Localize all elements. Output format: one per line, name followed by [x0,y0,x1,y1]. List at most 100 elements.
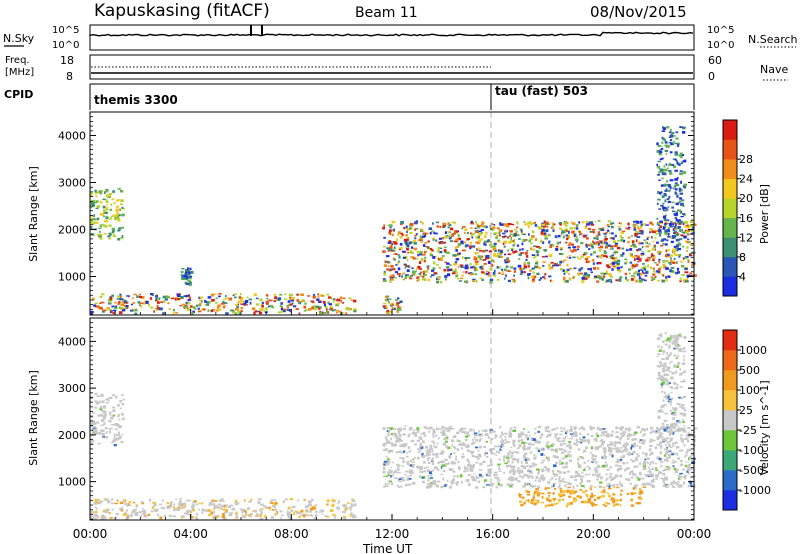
scatter-cell-2 [412,461,415,463]
scatter-cell-2 [633,465,637,468]
scatter-cell-3 [493,272,496,274]
scatter-cell-1 [274,508,278,512]
scatter-cell-1 [155,299,158,302]
scatter-cell-1 [93,517,97,521]
colorbar-tick-label: 12 [739,231,753,244]
scatter-cell-2 [545,435,548,438]
scatter-cell-3 [630,235,633,237]
scatter-cell-3 [592,231,595,234]
scatter-cell-3 [561,253,565,255]
scatter-cell-2 [491,483,495,486]
scatter-cell-2 [663,482,666,485]
scatter-cell-2 [387,474,390,477]
scatter-cell-3 [559,223,562,226]
scatter-cell-2 [501,433,504,436]
scatter-cell-3 [608,232,611,235]
scatter-cell-1 [109,517,113,519]
scatter-cell-2 [643,433,646,436]
scatter-cell-2 [490,452,493,455]
scatter-cell-2 [621,450,624,453]
scatter-cell-1 [154,502,157,504]
scatter-cell-3 [498,272,501,274]
scatter-cell-2 [436,442,439,445]
scatter-cell-1 [144,509,146,513]
scatter-cell-2 [614,441,617,445]
scatter-cell-3 [533,245,537,247]
scatter-cell-3 [601,229,605,231]
scatter-cell-2 [688,458,691,460]
scatter-cell-2 [449,485,452,489]
scatter-cell-2 [639,430,642,434]
scatter-cell-2 [425,445,428,449]
scatter-cell-3 [446,273,451,277]
scatter-cell-2 [382,449,386,452]
scatter-cell-1 [323,311,327,314]
scatter-cell-2 [666,457,668,460]
scatter-cell-3 [477,255,481,258]
scatter-cell-3 [568,495,572,498]
scatter-cell-2 [688,465,691,467]
power-colorbar-label: Power [dB] [758,184,771,244]
scatter-cell-1 [157,513,159,517]
scatter-cell-1 [289,296,292,299]
scatter-cell-2 [558,478,561,482]
scatter-cell-3 [461,227,464,230]
scatter-cell-3 [423,278,427,281]
scatter-cell-3 [546,498,550,502]
scatter-cell-2 [536,468,540,471]
scatter-cell-3 [616,499,620,502]
scatter-cell-0 [116,208,120,212]
scatter-cell-2 [626,450,629,452]
scatter-cell-2 [482,460,486,463]
scatter-cell-3 [563,221,567,223]
scatter-cell-1 [235,517,239,519]
scatter-cell-2 [408,478,412,480]
scatter-cell-1 [125,305,129,307]
scatter-cell-1 [152,503,156,505]
scatter-cell-2 [537,480,542,483]
scatter-cell-3 [536,253,539,257]
scatter-cell-5 [663,168,668,172]
scatter-cell-2 [538,448,541,451]
scatter-cell-2 [594,446,597,450]
scatter-cell-2 [672,425,675,429]
scatter-cell-3 [518,258,521,260]
scatter-cell-1 [117,295,121,298]
scatter-cell-3 [552,492,555,495]
scatter-cell-4 [663,404,667,406]
scatter-cell-2 [523,474,527,477]
scatter-cell-3 [522,268,526,270]
scatter-cell-2 [631,453,634,455]
scatter-cell-3 [422,278,426,281]
scatter-cell-3 [505,229,507,232]
scatter-cell-1 [114,305,118,309]
scatter-cell-4 [392,308,396,310]
scatter-cell-1 [162,300,166,303]
scatter-cell-3 [405,245,408,248]
freq-label: Freq. [5,55,30,66]
scatter-cell-1 [160,301,164,303]
scatter-cell-3 [383,224,386,227]
scatter-cell-3 [547,487,550,490]
scatter-cell-2 [498,468,501,470]
scatter-cell-2 [452,470,456,473]
scatter-cell-3 [424,242,428,244]
scatter-cell-3 [639,488,642,491]
scatter-cell-3 [559,227,562,230]
scatter-cell-0 [114,433,117,436]
scatter-cell-2 [409,469,413,472]
scatter-cell-3 [485,231,488,235]
scatter-cell-1 [350,502,353,506]
scatter-cell-2 [187,273,191,276]
scatter-cell-2 [435,484,439,488]
power-y-axis-label: Slant Range [km] [27,166,40,262]
scatter-cell-2 [181,268,185,270]
scatter-cell-5 [674,188,678,191]
scatter-cell-3 [657,229,662,233]
scatter-cell-2 [452,446,456,448]
scatter-cell-3 [654,248,656,251]
scatter-cell-3 [505,265,509,268]
scatter-cell-5 [675,137,679,140]
scatter-cell-4 [384,296,388,299]
scatter-cell-0 [97,442,101,445]
